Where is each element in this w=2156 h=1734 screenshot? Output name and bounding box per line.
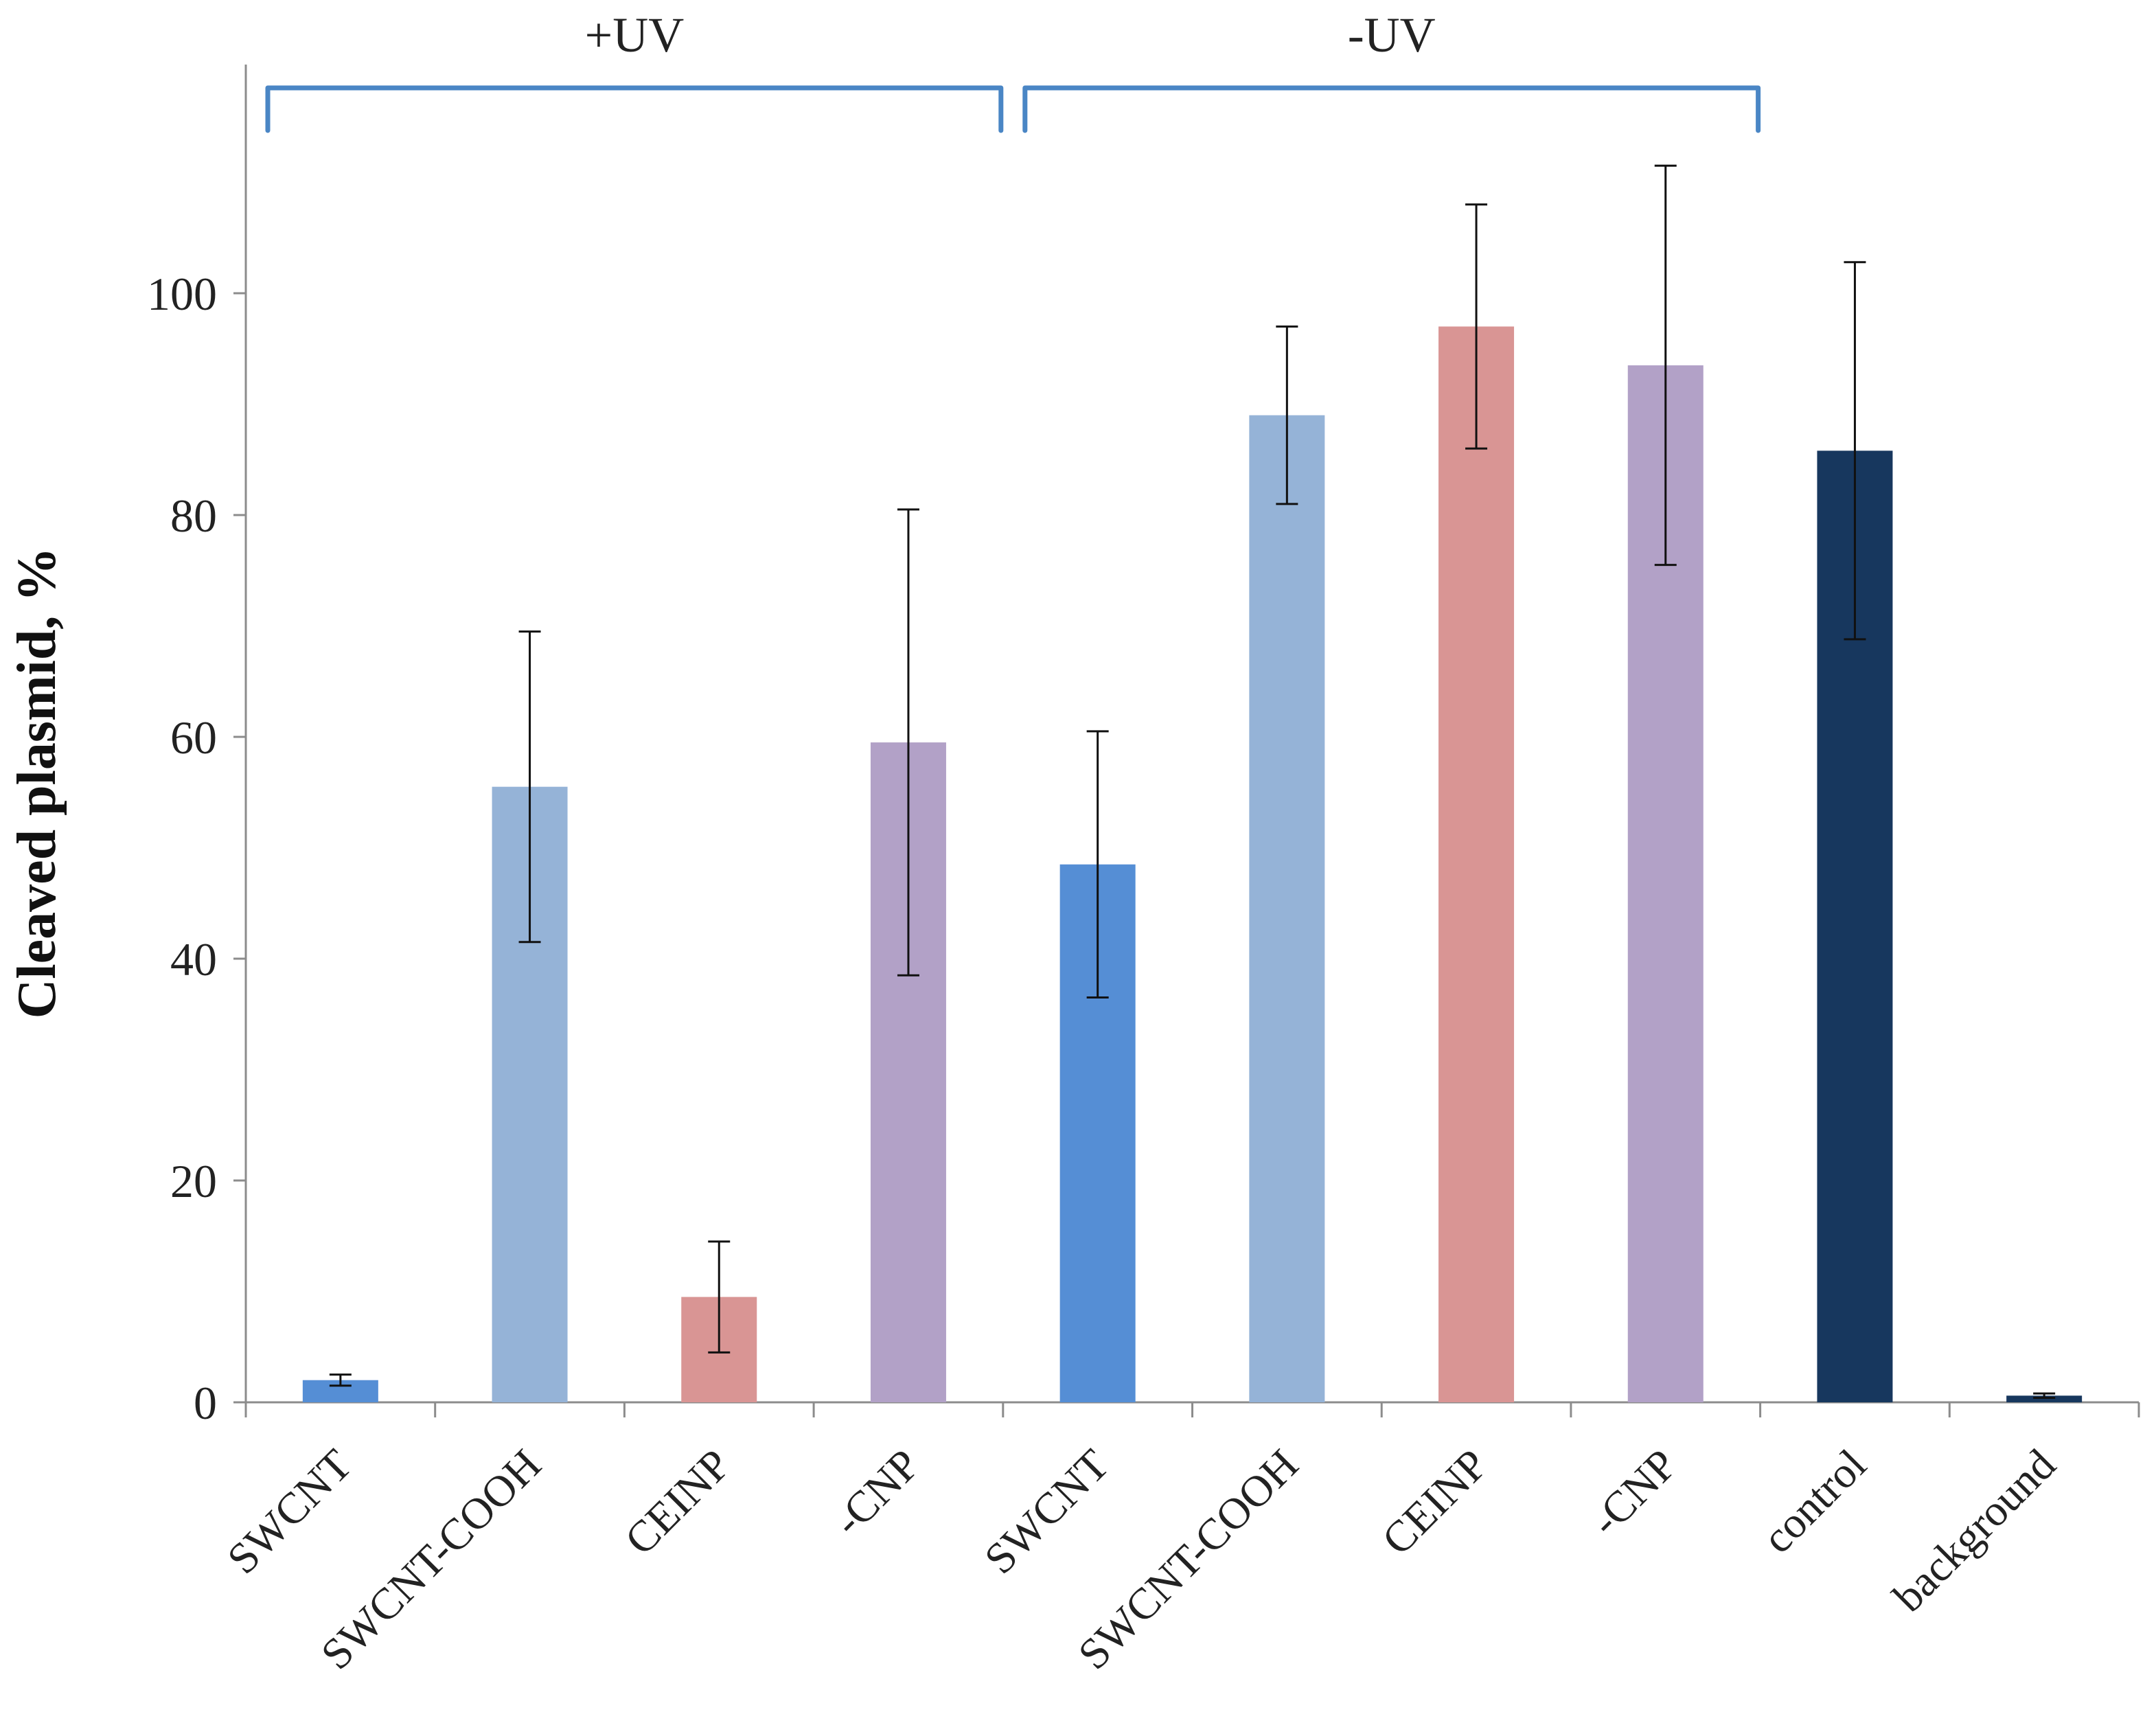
error-bars (329, 164, 2056, 1400)
group-bracket (265, 85, 1004, 133)
bars (302, 326, 2083, 1403)
y-tick-label: 60 (170, 711, 217, 764)
x-category-label: CEINP (1373, 1440, 1497, 1564)
group-label: +UV (585, 8, 685, 62)
y-tick-label: 40 (170, 933, 217, 985)
y-tick-label: 100 (147, 268, 217, 320)
x-category-label: CEINP (615, 1440, 739, 1564)
y-tick-label: 20 (170, 1155, 217, 1207)
group-bracket (1022, 85, 1761, 133)
bar (2006, 1395, 2083, 1402)
group-brackets: +UV -UV (265, 8, 1761, 133)
bar (1438, 326, 1515, 1403)
x-category-label: -CNP (1581, 1440, 1686, 1545)
group-label: -UV (1348, 8, 1436, 62)
y-tick-label: 0 (194, 1377, 217, 1429)
bar (1249, 415, 1325, 1402)
x-category-label: background (1883, 1440, 2065, 1621)
x-category-label: SWCNT (975, 1440, 1119, 1584)
x-category-label: SWCNT (218, 1440, 361, 1584)
x-category-label: control (1753, 1440, 1875, 1562)
y-tick-label: 80 (170, 490, 217, 542)
x-category-label: -CNP (824, 1440, 929, 1545)
y-axis-title: Cleaved plasmid, % (7, 547, 67, 1019)
